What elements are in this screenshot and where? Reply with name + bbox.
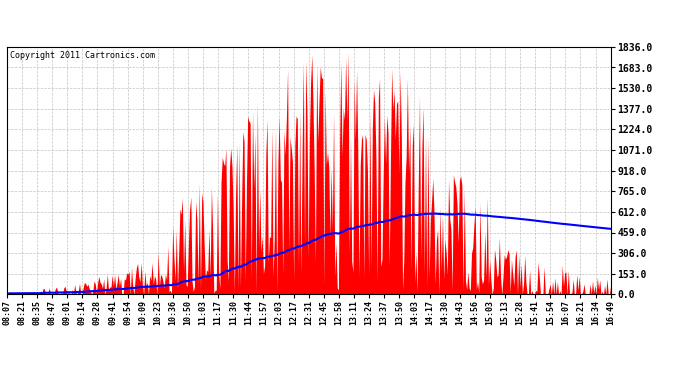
Text: Copyright 2011 Cartronics.com: Copyright 2011 Cartronics.com (10, 51, 155, 60)
Text: West Array Actual Power (red) & Running Average Power (Watts blue)  Tue Oct 25 1: West Array Actual Power (red) & Running … (61, 15, 629, 25)
